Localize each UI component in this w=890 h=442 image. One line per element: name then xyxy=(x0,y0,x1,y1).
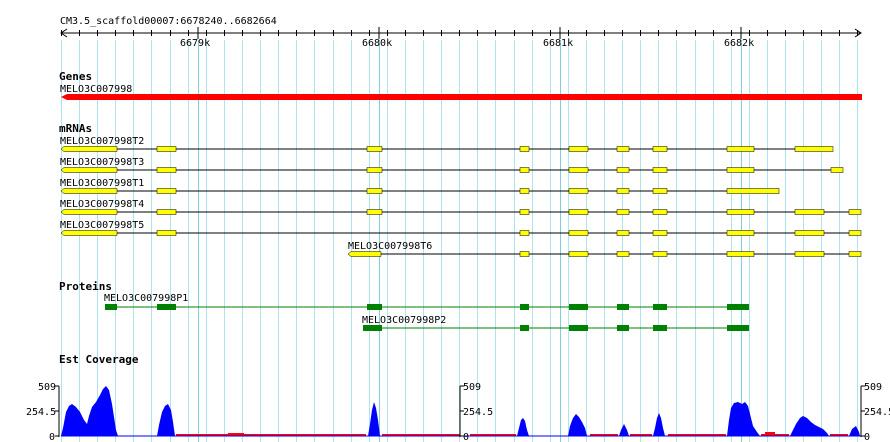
genes-track: Genes MELO3C007998 xyxy=(59,70,862,100)
track-title-est-coverage: Est Coverage xyxy=(59,353,139,366)
coordinates-label: CM3.5_scaffold00007:6678240..6682664 xyxy=(60,16,277,27)
mrna-feature-t2[interactable] xyxy=(60,146,834,152)
grid-lines xyxy=(61,40,858,442)
scale-min: 0 xyxy=(463,432,469,442)
mrna-feature-t1[interactable] xyxy=(60,188,780,194)
scale-min: 0 xyxy=(864,432,870,442)
coverage-scale-middle: 509 254.5 0 xyxy=(459,382,493,442)
gene-label[interactable]: MELO3C007998 xyxy=(60,84,132,95)
scale-max: 509 xyxy=(463,382,481,393)
mrna-label-t5[interactable]: MELO3C007998T5 xyxy=(60,220,144,231)
protein-label-p1[interactable]: MELO3C007998P1 xyxy=(104,293,188,304)
coverage-area xyxy=(61,386,860,436)
mrna-label-t3[interactable]: MELO3C007998T3 xyxy=(60,157,144,168)
coverage-scale-right: 509 254.5 0 xyxy=(860,382,890,442)
scale-mid: 254.5 xyxy=(864,407,890,418)
ruler-tick-label: 6679k xyxy=(180,38,210,49)
mrnas-track: mRNAs MELO3C007998T2 MELO3C007998T3 xyxy=(59,122,862,257)
zero-coverage-segments xyxy=(176,432,848,436)
track-title-genes: Genes xyxy=(59,70,92,83)
mrna-label-t6[interactable]: MELO3C007998T6 xyxy=(348,241,432,252)
ruler-tick-label: 6681k xyxy=(543,38,573,49)
mrna-feature-t6[interactable] xyxy=(347,251,862,257)
protein-label-p2[interactable]: MELO3C007998P2 xyxy=(362,315,446,326)
scale-max: 509 xyxy=(864,382,882,393)
mrna-label-t4[interactable]: MELO3C007998T4 xyxy=(60,199,144,210)
ruler-tick-label: 6680k xyxy=(362,38,392,49)
coverage-scale-left: 509 254.5 0 xyxy=(26,382,60,442)
gene-feature[interactable] xyxy=(61,94,862,100)
ruler-minor-ticks xyxy=(61,30,858,36)
ruler: CM3.5_scaffold00007:6678240..6682664 667… xyxy=(60,16,862,49)
scale-mid: 254.5 xyxy=(26,407,56,418)
mrna-feature-t4[interactable] xyxy=(60,209,862,215)
protein-feature-p2[interactable] xyxy=(363,325,749,331)
protein-feature-p1[interactable] xyxy=(105,304,749,310)
scale-max: 509 xyxy=(38,382,56,393)
scale-mid: 254.5 xyxy=(463,407,493,418)
track-title-proteins: Proteins xyxy=(59,280,112,293)
mrna-label-t1[interactable]: MELO3C007998T1 xyxy=(60,178,144,189)
proteins-track: Proteins MELO3C007998P1 MELO3C007998P2 xyxy=(59,280,749,331)
est-coverage-track: Est Coverage 509 254.5 0 xyxy=(26,353,890,442)
ruler-tick-label: 6682k xyxy=(724,38,754,49)
mrna-feature-t5[interactable] xyxy=(60,230,862,236)
scale-min: 0 xyxy=(49,432,55,442)
mrna-feature-t3[interactable] xyxy=(60,167,844,173)
mrna-label-t2[interactable]: MELO3C007998T2 xyxy=(60,136,144,147)
track-title-mrnas: mRNAs xyxy=(59,122,92,135)
